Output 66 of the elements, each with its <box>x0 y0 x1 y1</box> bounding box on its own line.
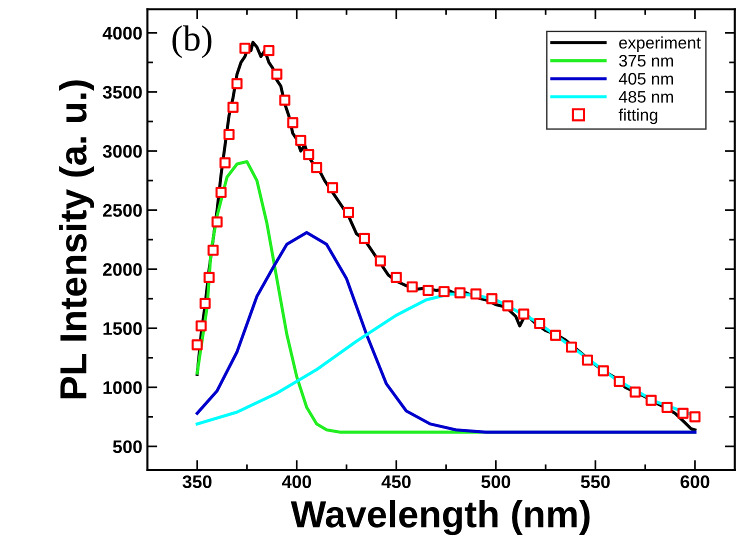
point <box>287 117 298 128</box>
point <box>311 162 322 174</box>
point <box>454 287 466 298</box>
point <box>295 134 306 146</box>
point <box>271 68 282 80</box>
point <box>196 320 207 332</box>
y-tick-label: 1000 <box>104 381 142 394</box>
point <box>204 272 215 283</box>
point <box>208 244 219 256</box>
legend-label: 485 nm <box>618 90 673 103</box>
y-tick-label: 1500 <box>104 322 142 335</box>
legend-label: 375 nm <box>619 54 673 67</box>
y-tick-label: 500 <box>112 440 142 454</box>
point <box>486 293 498 304</box>
legend-label: fitting <box>618 108 658 124</box>
point <box>438 286 450 298</box>
point <box>342 206 354 218</box>
point <box>263 45 274 56</box>
legend-label: experiment <box>619 36 701 52</box>
y-tick-label: 2500 <box>103 204 142 217</box>
point <box>374 255 386 266</box>
point <box>582 354 593 366</box>
point <box>614 376 625 387</box>
y-tick-label: 4000 <box>102 26 142 40</box>
point <box>470 288 482 300</box>
point <box>303 149 314 160</box>
point <box>231 78 243 90</box>
x-tick-label: 500 <box>481 475 510 488</box>
point <box>598 365 609 376</box>
legend-label: 405 nm <box>618 72 673 85</box>
annotation: (b) <box>172 25 212 58</box>
point <box>200 298 211 309</box>
point <box>406 281 418 292</box>
point <box>534 318 546 330</box>
point <box>390 272 402 283</box>
point <box>279 94 290 106</box>
point <box>327 182 338 194</box>
point <box>239 42 251 54</box>
point <box>550 330 562 341</box>
point <box>662 402 673 413</box>
y-axis-title: PL Intensity (a. u.) <box>59 80 94 398</box>
x-tick-label: 600 <box>680 475 710 488</box>
point <box>630 386 641 398</box>
point <box>192 339 203 350</box>
x-tick-label: 350 <box>182 475 212 488</box>
x-tick-label: 550 <box>580 475 610 488</box>
point <box>220 157 231 168</box>
point <box>422 284 434 296</box>
x-axis-title: Wavelength (nm) <box>290 500 590 536</box>
line-series <box>196 231 696 434</box>
point <box>677 408 689 419</box>
point <box>689 411 701 422</box>
point <box>646 394 657 406</box>
x-tick-label: 400 <box>282 475 312 488</box>
point <box>566 342 578 353</box>
point <box>227 102 239 113</box>
y-tick-label: 3500 <box>102 86 142 99</box>
point <box>216 186 227 198</box>
y-tick-label: 3000 <box>102 144 142 158</box>
point <box>358 232 370 244</box>
point <box>223 128 235 140</box>
x-tick-label: 450 <box>382 475 411 488</box>
point <box>212 216 223 228</box>
y-tick-label: 2000 <box>103 263 142 276</box>
point <box>518 308 530 320</box>
point <box>502 300 514 312</box>
